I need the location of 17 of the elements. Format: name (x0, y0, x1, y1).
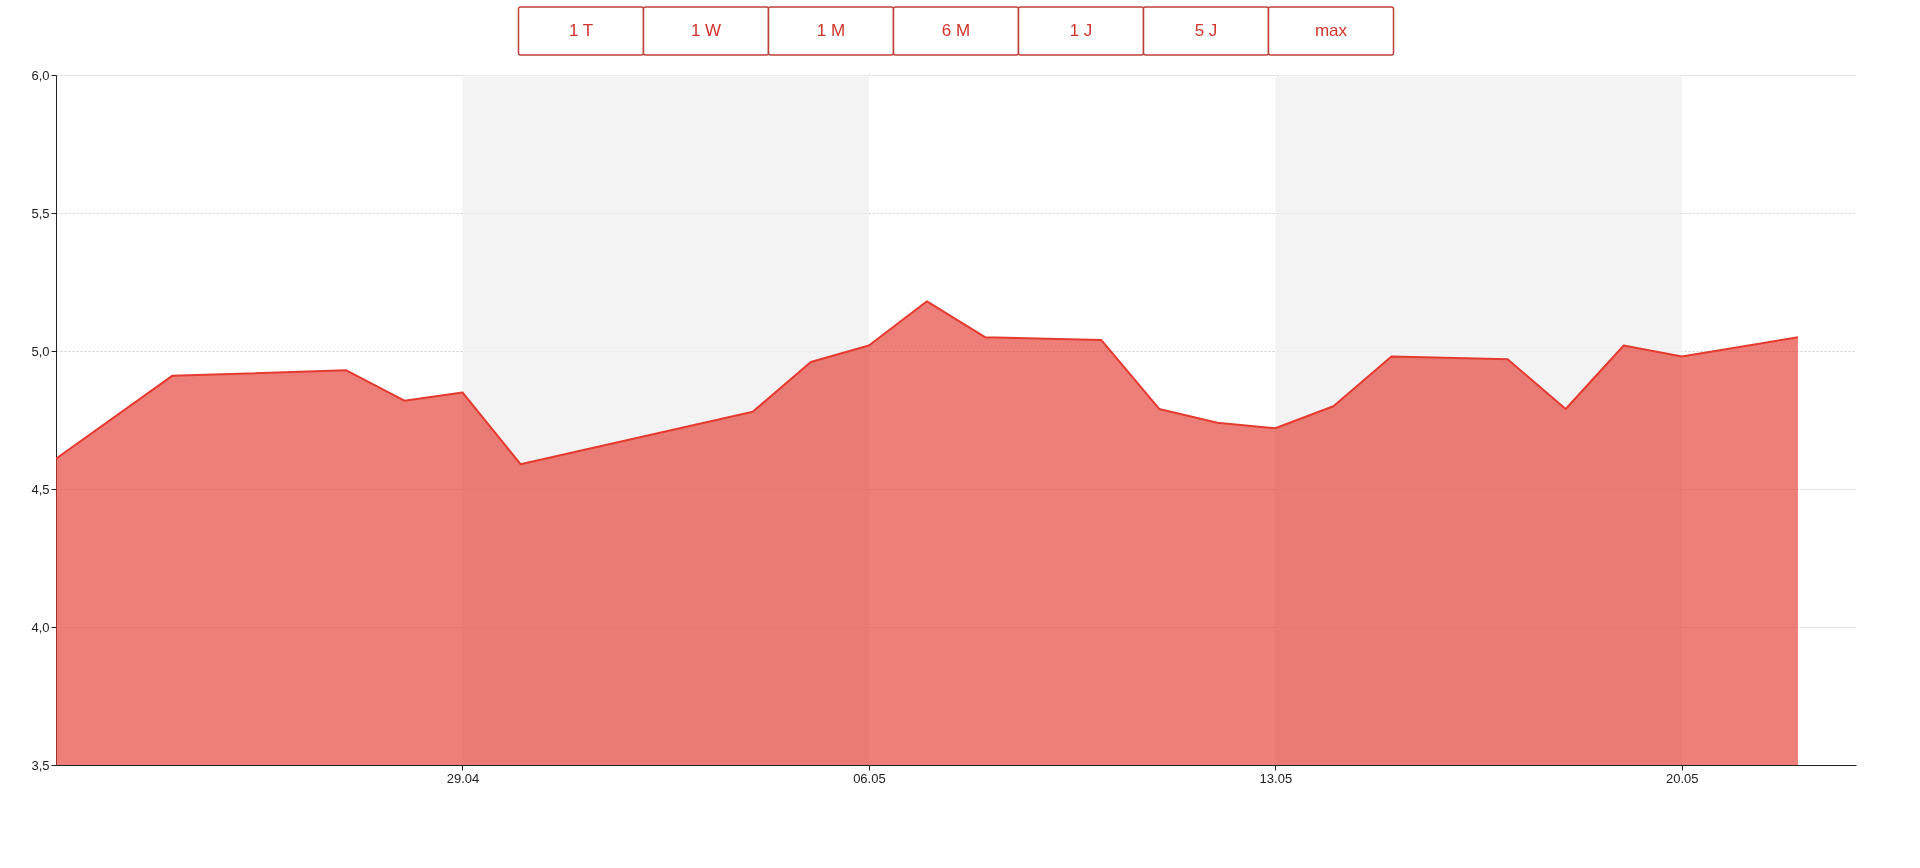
y-tick-label: 5,5 (31, 205, 50, 221)
y-tick-label: 4,5 (31, 481, 50, 497)
x-tick-label: 20.05 (1666, 770, 1699, 786)
text: 6 M (941, 21, 971, 40)
x-tick-label: 06.05 (853, 770, 886, 786)
x-tick-label: 13.05 (1259, 770, 1293, 786)
text: max (1314, 21, 1348, 40)
text: 1 M (816, 21, 846, 40)
text: 1 J (1069, 21, 1093, 40)
y-tick-label: 6,0 (31, 67, 50, 83)
y-tick-label: 5,0 (31, 343, 50, 359)
text: 5 J (1194, 21, 1218, 40)
text: 1 W (690, 21, 722, 40)
y-tick-label: 4,0 (31, 619, 50, 635)
y-tick-label: 3,5 (31, 757, 50, 773)
x-tick-label: 29.04 (446, 770, 480, 786)
text: 1 T (568, 21, 594, 40)
